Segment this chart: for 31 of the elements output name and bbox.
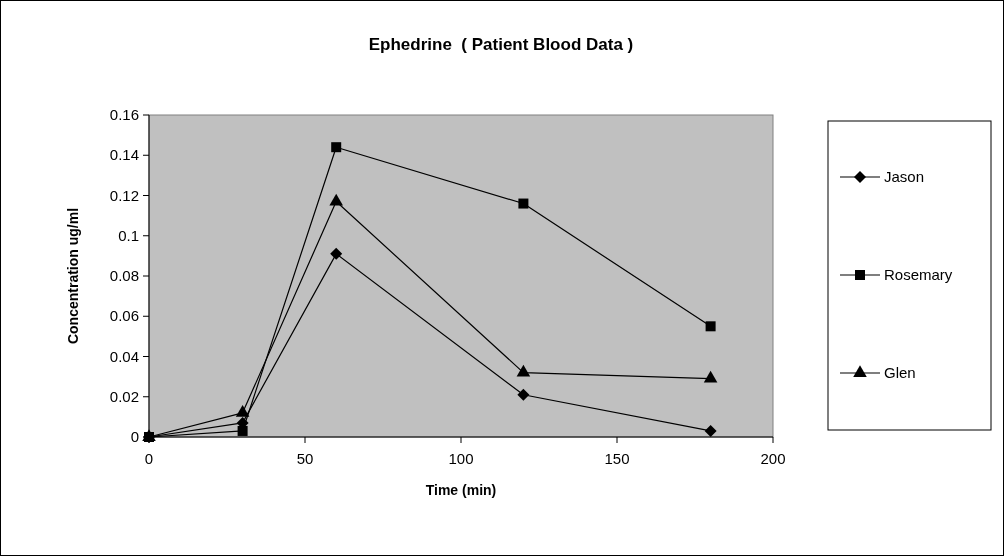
x-tick-label: 200 bbox=[760, 450, 786, 467]
y-axis-title: Concentration ug/ml bbox=[65, 207, 81, 345]
y-tick-label: 0.04 bbox=[109, 347, 139, 365]
x-tick-label: 150 bbox=[604, 450, 630, 467]
y-tick-label: 0.1 bbox=[118, 226, 139, 244]
point bbox=[518, 198, 529, 209]
legend-label: Jason bbox=[884, 168, 925, 185]
point bbox=[331, 142, 342, 153]
x-axis-title: Time (min) bbox=[425, 482, 497, 498]
y-tick-label: 0 bbox=[130, 428, 139, 445]
point bbox=[330, 247, 343, 260]
chart-title: Ephedrine ( Patient Blood Data ) bbox=[368, 35, 634, 54]
x-tick-label: 100 bbox=[448, 450, 474, 467]
point bbox=[329, 193, 343, 206]
point bbox=[703, 370, 718, 383]
y-tick-label: 0.06 bbox=[109, 307, 139, 325]
legend-label: Glen bbox=[884, 364, 916, 381]
y-tick-label: 0.02 bbox=[109, 387, 139, 405]
legend-label: Rosemary bbox=[884, 266, 953, 283]
point bbox=[704, 424, 717, 437]
point bbox=[517, 388, 530, 401]
y-tick-label: 0.14 bbox=[109, 146, 139, 164]
y-tick-label: 0.12 bbox=[109, 186, 139, 204]
point bbox=[237, 425, 248, 436]
x-tick-label: 50 bbox=[296, 450, 314, 467]
x-tick-label: 0 bbox=[144, 450, 154, 467]
point bbox=[235, 405, 250, 417]
point bbox=[516, 364, 531, 377]
point bbox=[705, 321, 716, 332]
y-tick-label: 0.16 bbox=[109, 106, 139, 123]
y-tick-label: 0.08 bbox=[109, 267, 139, 284]
